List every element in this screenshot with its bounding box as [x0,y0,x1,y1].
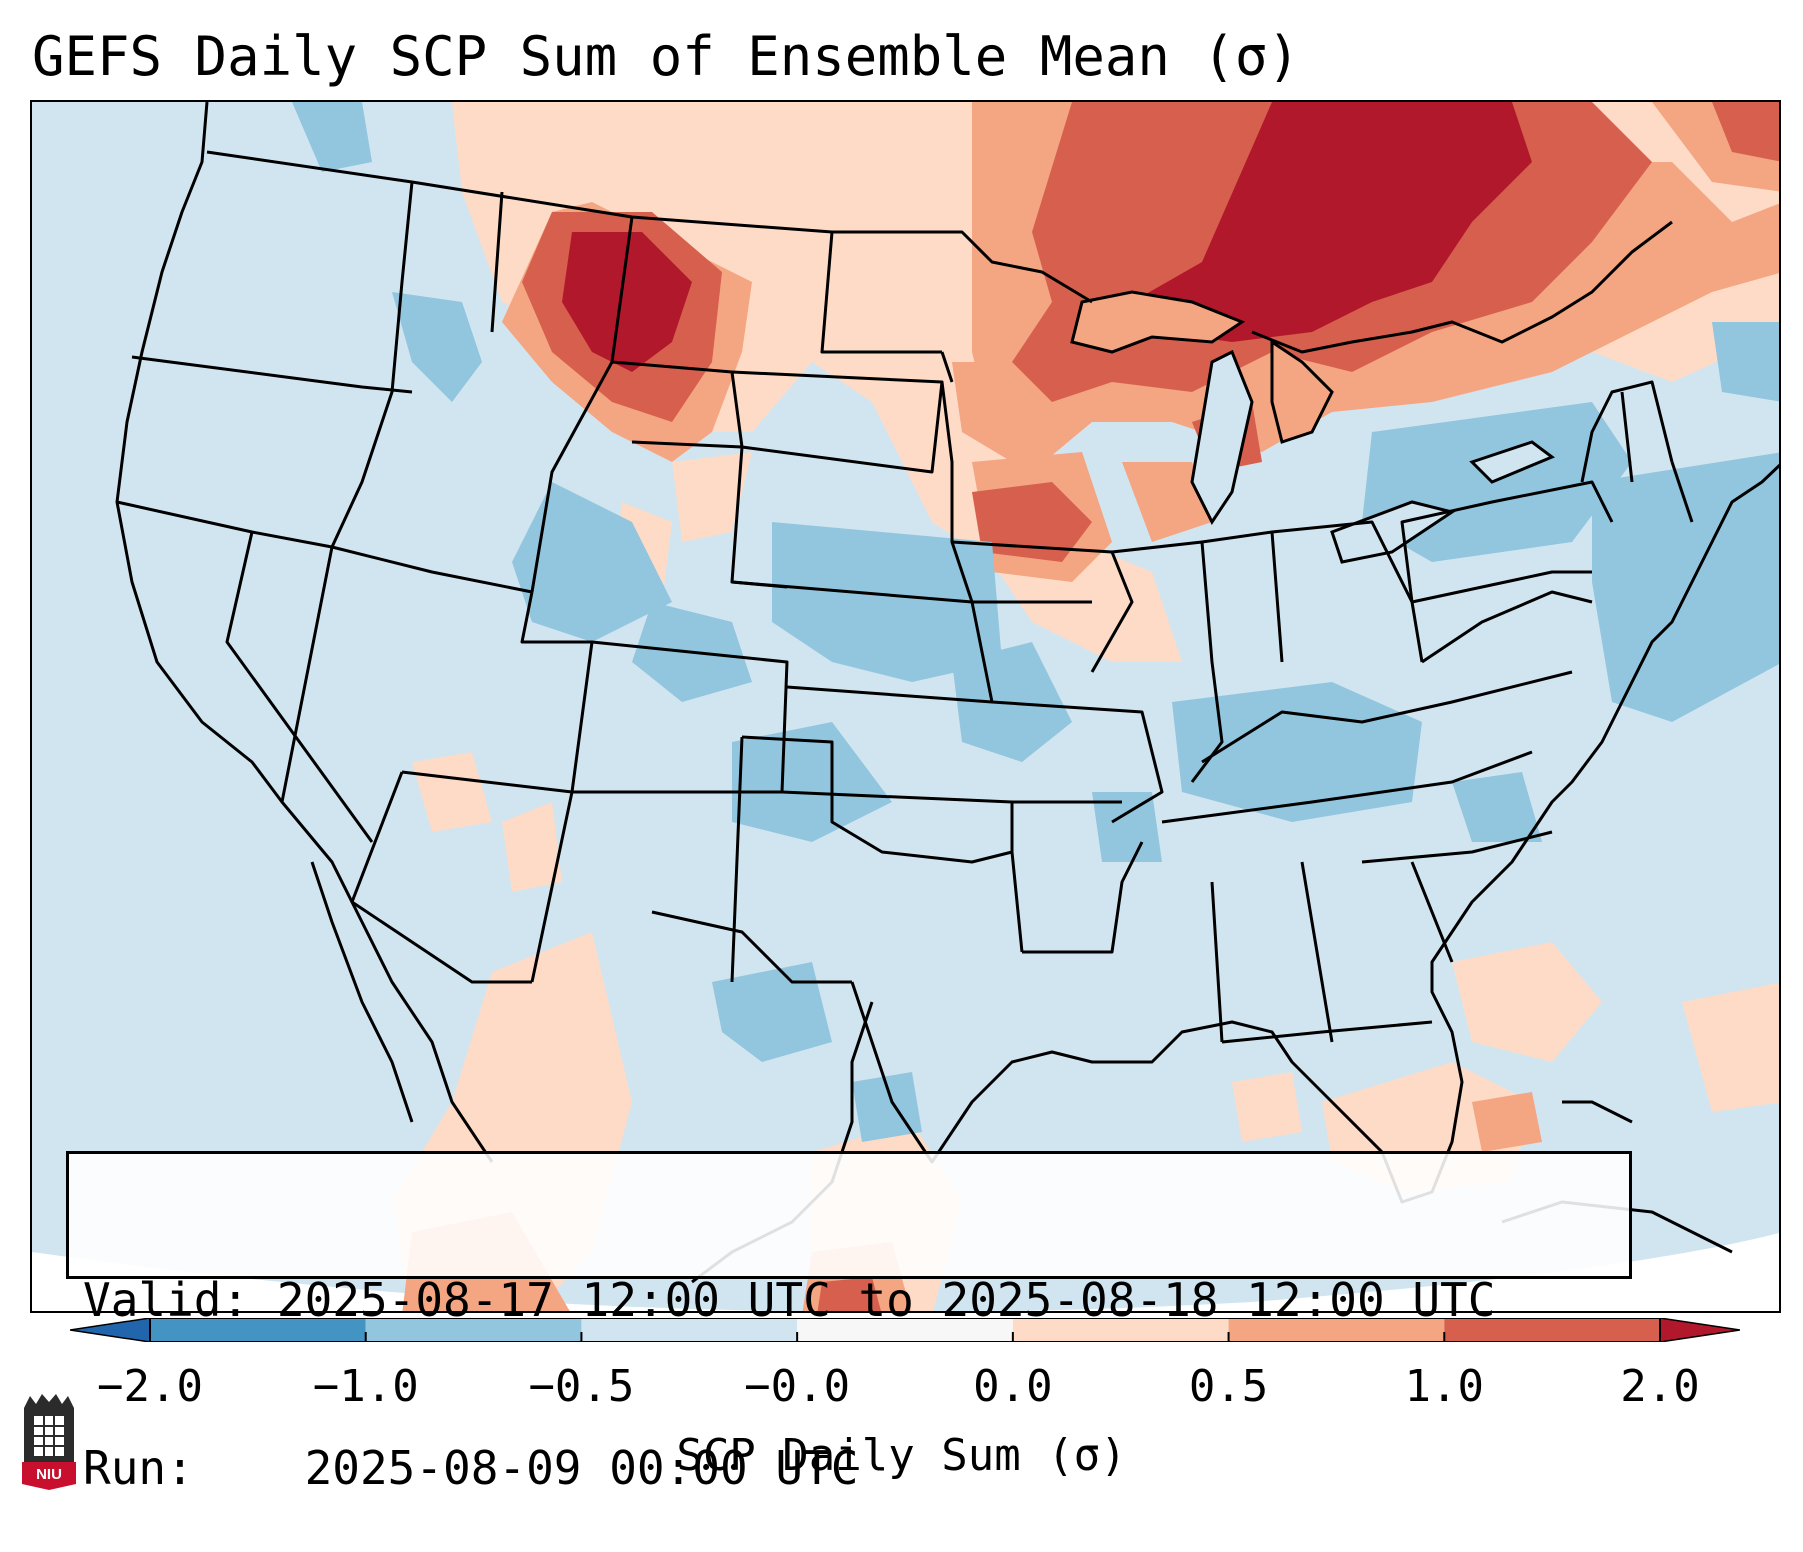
run-row: Run: 2025-08-09 00:00 UTC [83,1440,1629,1496]
run-label: Run: [83,1441,194,1495]
colorbar-bin [1228,1318,1445,1342]
map-title: GEFS Daily SCP Sum of Ensemble Mean (σ) [32,25,1300,88]
colorbar-tick-label: −2.0 [97,1361,203,1412]
map-panel [30,100,1781,1313]
colorbar-bin [1444,1318,1660,1342]
great-lakes [1070,290,1555,564]
colorbar-bin [1012,1318,1229,1342]
colorbar-bin [365,1318,582,1342]
anomaly-map [32,102,1779,1311]
colorbar-tick-label: 2.0 [1620,1361,1700,1412]
info-box: Valid: 2025-08-17 12:00 UTC to 2025-08-1… [66,1151,1632,1495]
logo-text: NIU [36,1466,62,1483]
colorbar-frame [149,1318,1661,1342]
colorbar-tick-label: 1.0 [1404,1361,1485,1412]
niu-logo [22,1394,76,1490]
very-strong-positive-regions [562,102,1532,372]
colorbar-tick-label: −1.0 [312,1361,419,1412]
projection-edge [32,1233,1779,1311]
colorbar-under-extension [70,1318,151,1342]
colorbar-tick-label: −0.5 [528,1361,635,1412]
colorbar-bin [581,1318,798,1342]
colorbar [70,1318,1740,1342]
colorbar-over-extension [1659,1318,1740,1342]
state-borders [116,150,1694,1044]
colorbar-label: SCP Daily Sum (σ) [676,1430,1127,1481]
colorbar-bin [797,1318,1013,1342]
colorbar-tick-label: 0.5 [1188,1361,1269,1412]
colorbar-bin [150,1318,366,1342]
run-value: 2025-08-09 00:00 UTC [304,1441,859,1495]
colorbar-tick-label: −0.0 [744,1361,851,1412]
colorbar-tick-label: 0.0 [973,1361,1053,1412]
